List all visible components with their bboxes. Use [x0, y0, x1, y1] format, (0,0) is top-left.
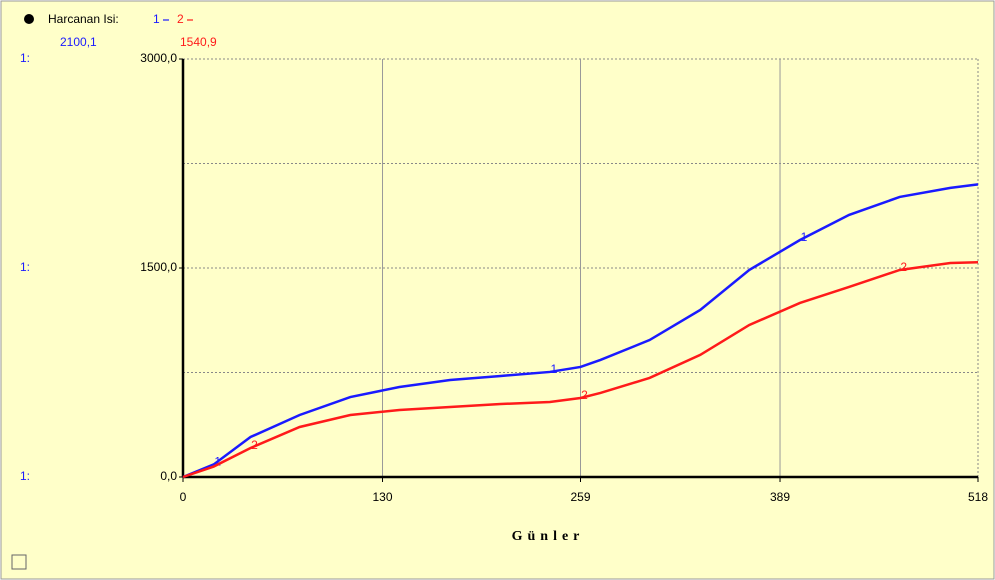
line-label: 1	[550, 362, 557, 376]
line-series	[182, 183, 979, 479]
line-label: 2	[581, 388, 588, 402]
x-axis-label: Günler	[512, 529, 585, 544]
y-tick-label: 1500,0	[140, 260, 177, 274]
line-label: 2	[900, 260, 907, 274]
line-label: 1	[214, 455, 221, 469]
legend-label: 2	[177, 12, 184, 26]
line-series	[182, 261, 979, 479]
line-label: 1	[801, 230, 808, 244]
legend-label: 1	[153, 12, 160, 26]
x-tick-label: 0	[180, 490, 187, 504]
x-tick-label: 518	[968, 490, 988, 504]
end-value: 1540,9	[180, 35, 217, 49]
chart-title: Harcanan Isi:	[48, 12, 119, 26]
line-label: 2	[251, 438, 258, 452]
x-tick-label: 130	[373, 490, 393, 504]
y-tick-label: 0,0	[160, 469, 177, 483]
axis-series-label: 1:	[20, 51, 30, 65]
axis-series-label: 1:	[20, 469, 30, 483]
y-tick-label: 3000,0	[140, 51, 177, 65]
x-tick-label: 389	[770, 490, 790, 504]
icon	[24, 14, 34, 24]
end-value: 2100,1	[60, 35, 97, 49]
axis-series-label: 1:	[20, 260, 30, 274]
corner-icon	[11, 554, 27, 570]
x-tick-label: 259	[570, 490, 590, 504]
